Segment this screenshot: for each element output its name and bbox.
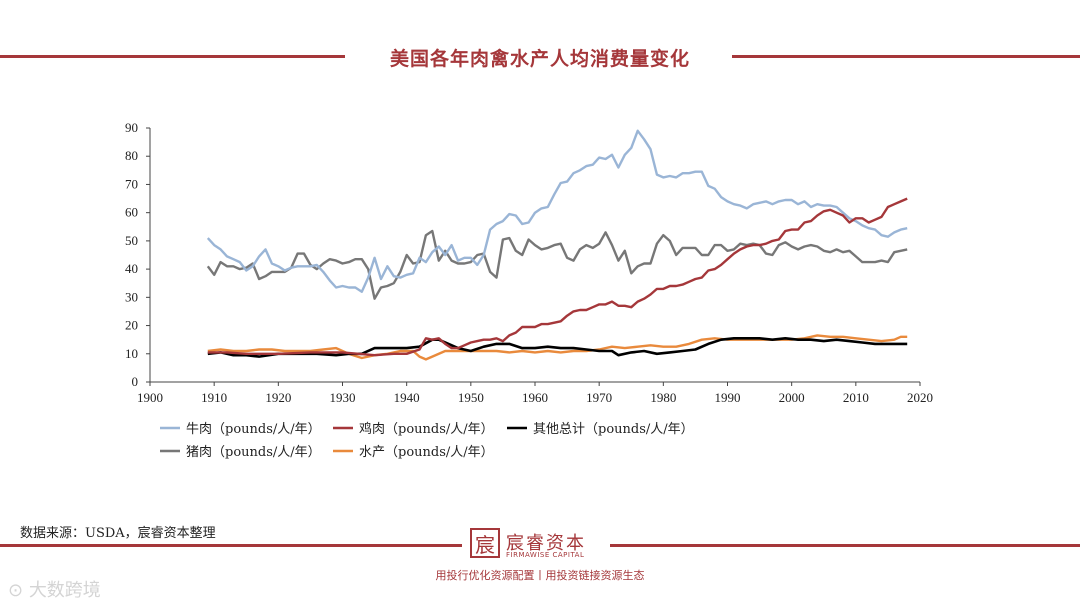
x-tick-label: 1960	[522, 390, 548, 405]
series-line-pork	[206, 229, 908, 300]
y-tick-label: 50	[125, 233, 138, 248]
x-tick-label: 1910	[201, 390, 227, 405]
y-tick-label: 20	[125, 318, 138, 333]
watermark: ⊙ 大数跨境	[8, 580, 101, 601]
y-tick-label: 30	[125, 289, 138, 304]
footer-rule-right	[610, 544, 1080, 547]
y-tick-label: 0	[132, 374, 139, 389]
brand-logo-icon: 宸	[470, 528, 500, 558]
brand-name: 宸睿资本	[506, 533, 586, 554]
x-tick-label: 2000	[779, 390, 805, 405]
header-rule-right	[732, 55, 1080, 58]
footer-rule-left	[0, 544, 462, 547]
series-line-chicken	[207, 197, 908, 357]
y-tick-label: 80	[125, 148, 138, 163]
x-tick-label: 1920	[265, 390, 291, 405]
legend-label-beef: 牛肉（pounds/人/年）	[186, 422, 321, 437]
x-tick-label: 1980	[650, 390, 676, 405]
x-tick-label: 1950	[458, 390, 484, 405]
x-tick-label: 1930	[330, 390, 356, 405]
x-tick-label: 2010	[843, 390, 869, 405]
line-chart: 0 10 20 30 40 50 60 70 80 90 1900 1910 1920 1930 1940 1…	[125, 120, 933, 460]
header-rule-left	[0, 55, 345, 58]
legend-label-seafood: 水产（pounds/人/年）	[359, 445, 494, 460]
data-source-note: 数据来源：USDA，宸睿资本整理	[20, 526, 216, 541]
axes-group: 0 10 20 30 40 50 60 70 80 90 1900 1910 1920 1930 1940 1…	[125, 120, 933, 405]
legend-label-other: 其他总计（pounds/人/年）	[533, 422, 694, 437]
x-tick-label: 2020	[907, 390, 933, 405]
plot-area	[206, 129, 908, 361]
y-tick-label: 10	[125, 346, 138, 361]
series-line-beef	[206, 129, 908, 293]
brand-slogan: 用投行优化资源配置丨用投资链接资源生态	[435, 569, 645, 582]
y-tick-label: 70	[125, 176, 138, 191]
brand-subtitle: FIRMAWISE CAPITAL	[506, 551, 585, 559]
legend: 牛肉（pounds/人/年） 鸡肉（pounds/人/年） 其他总计（pounds/…	[160, 421, 694, 460]
y-tick-label: 40	[125, 261, 138, 276]
page-title: 美国各年肉禽水产人均消费量变化	[0, 44, 1080, 71]
x-tick-label: 1900	[137, 390, 163, 405]
y-tick-label: 90	[125, 120, 138, 135]
page-title-text: 美国各年肉禽水产人均消费量变化	[377, 48, 702, 70]
y-tick-label: 60	[125, 205, 138, 220]
x-tick-label: 1970	[586, 390, 612, 405]
legend-label-chicken: 鸡肉（pounds/人/年）	[359, 421, 494, 437]
legend-label-pork: 猪肉（pounds/人/年）	[186, 445, 321, 460]
x-tick-label: 1990	[715, 390, 741, 405]
watermark-text: 大数跨境	[28, 580, 101, 601]
series-line-other	[207, 337, 908, 358]
x-tick-label: 1940	[394, 390, 420, 405]
